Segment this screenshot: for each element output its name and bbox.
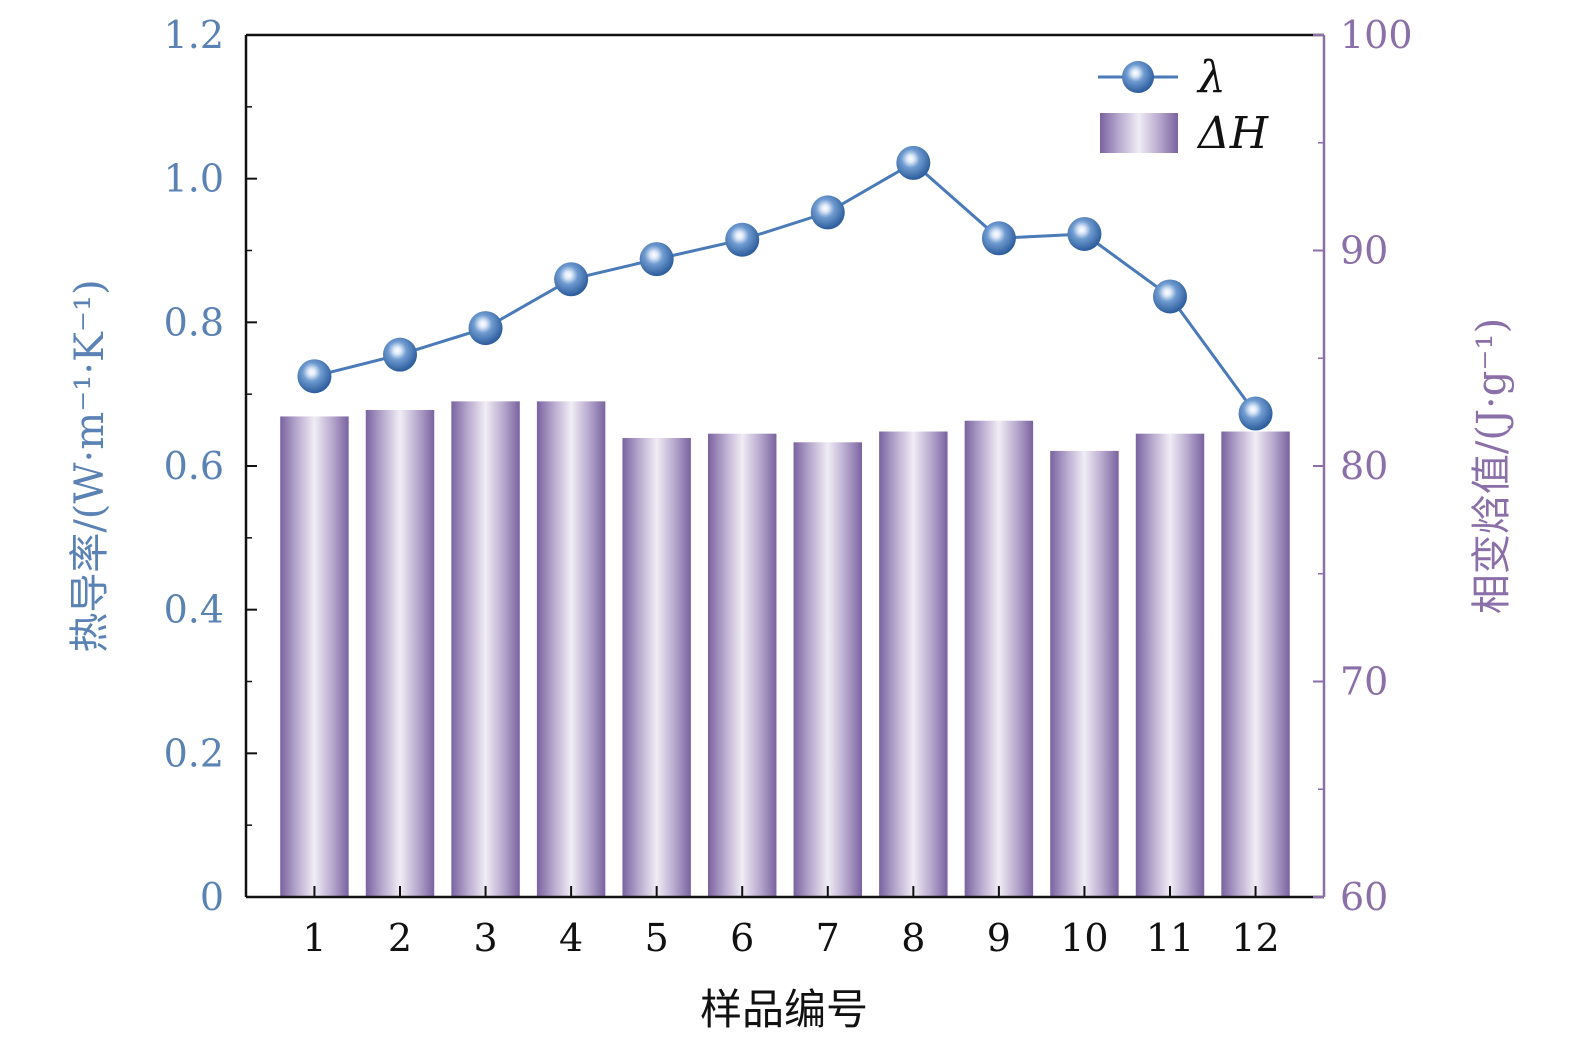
lambda-point-1 (297, 359, 332, 394)
lambda-point-9 (981, 221, 1016, 256)
lambda-point-6 (725, 222, 760, 257)
x-tick-label: 11 (1146, 916, 1194, 960)
x-tick-label: 3 (473, 916, 497, 960)
lambda-point-12 (1238, 396, 1273, 431)
right-tick-label: 70 (1340, 660, 1388, 704)
lambda-point-8 (896, 145, 931, 180)
bar-5 (622, 437, 691, 897)
x-tick-label: 10 (1060, 916, 1108, 960)
left-axis-ticks: 0 0.2 0.4 0.6 0.8 1.0 1.2 (164, 13, 257, 919)
left-tick-label: 0.2 (164, 731, 224, 775)
bar-4 (536, 401, 606, 897)
lambda-line (314, 161, 1257, 415)
legend-marker (1122, 61, 1154, 93)
left-tick-label: 0.8 (164, 300, 224, 344)
x-tick-label: 2 (388, 916, 412, 960)
left-tick-label: 1.0 (164, 157, 224, 201)
lambda-point-11 (1153, 279, 1187, 314)
x-tick-label: 4 (559, 916, 583, 960)
lambda-point-10 (1067, 216, 1102, 251)
bar-2 (365, 409, 435, 897)
x-tick-label: 5 (645, 916, 669, 960)
right-tick-label: 100 (1340, 13, 1413, 57)
x-tick-label: 1 (302, 916, 326, 960)
bar-1 (280, 416, 349, 897)
x-axis-label: 样品编号 (700, 985, 868, 1034)
bar-series (280, 401, 1290, 897)
x-tick-label: 9 (987, 916, 1011, 960)
bar-7 (793, 442, 862, 897)
lambda-point-7 (810, 195, 845, 230)
right-tick-label: 90 (1340, 229, 1388, 273)
left-tick-label: 0.6 (164, 444, 224, 488)
legend-bar-swatch (1100, 113, 1178, 153)
left-tick-label: 0.4 (164, 588, 224, 632)
y-axis-right-label: 相变焓值/(J·g⁻¹) (1469, 318, 1515, 614)
lambda-point-3 (468, 311, 503, 346)
lambda-point-2 (383, 337, 417, 372)
left-tick-label: 0 (200, 875, 224, 919)
bar-9 (964, 420, 1034, 897)
y-axis-left-label: 热导率/(W·m⁻¹·K⁻¹) (67, 279, 113, 652)
x-tick-label: 12 (1231, 916, 1279, 960)
line-series (297, 145, 1273, 431)
right-tick-label: 80 (1340, 444, 1388, 488)
bar-3 (451, 401, 520, 897)
x-tick-label: 8 (901, 916, 925, 960)
lambda-point-5 (639, 242, 674, 277)
right-axis-ticks: 60 70 80 90 100 (1313, 13, 1413, 919)
legend: λ ΔH (1098, 52, 1270, 159)
bar-6 (708, 433, 777, 897)
legend-label-lambda: λ (1196, 52, 1226, 103)
bar-8 (879, 431, 948, 897)
bar-12 (1221, 431, 1290, 897)
bar-11 (1135, 433, 1205, 897)
left-tick-label: 1.2 (164, 13, 224, 57)
x-tick-label: 7 (816, 916, 840, 960)
x-axis-ticks: 1 2 3 4 5 6 7 8 9 10 11 12 (302, 886, 1280, 960)
x-tick-label: 6 (730, 916, 754, 960)
right-tick-label: 60 (1340, 875, 1388, 919)
bar-10 (1050, 450, 1119, 897)
lambda-point-4 (554, 262, 589, 297)
legend-label-enthalpy: ΔH (1196, 108, 1270, 159)
